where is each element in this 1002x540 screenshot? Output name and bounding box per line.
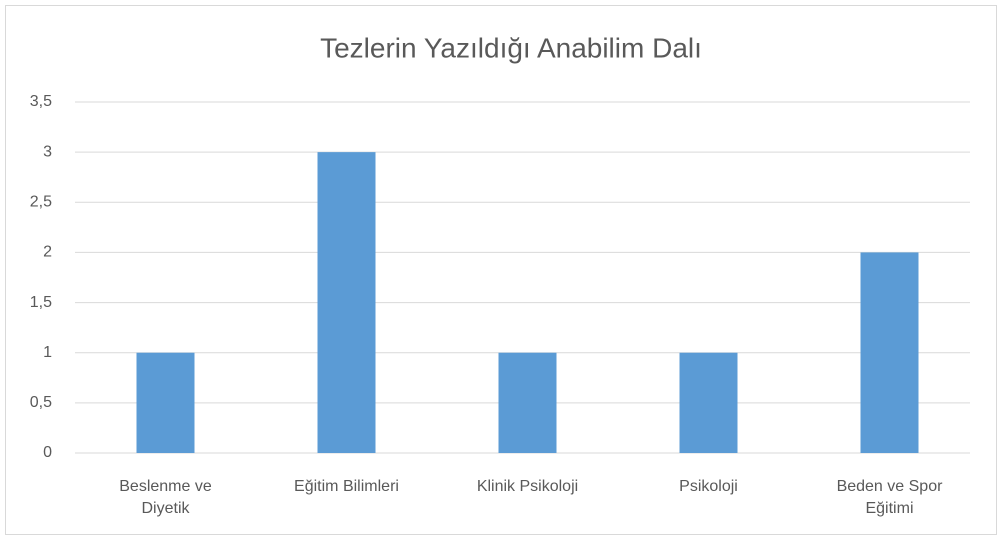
- chart-title: Tezlerin Yazıldığı Anabilim Dalı: [320, 32, 702, 63]
- x-tick-label: Beden ve Spor Eğitimi: [836, 478, 943, 517]
- y-tick-label: 2,5: [30, 194, 52, 211]
- y-tick-label: 1: [43, 344, 52, 361]
- bar: [136, 352, 195, 453]
- x-tick-label: Psikoloji: [679, 478, 738, 495]
- y-tick-label: 1,5: [30, 294, 52, 311]
- y-tick-label: 3: [43, 143, 52, 160]
- x-tick-label: Beslenme ve Diyetik: [119, 478, 212, 517]
- y-tick-label: 3,5: [30, 93, 52, 110]
- bar: [317, 152, 376, 453]
- y-tick-label: 0: [43, 444, 52, 461]
- y-tick-label: 0,5: [30, 394, 52, 411]
- bar: [679, 352, 738, 453]
- x-tick-label: Klinik Psikoloji: [476, 478, 579, 495]
- y-tick-label: 2: [43, 244, 52, 261]
- bar: [860, 252, 919, 453]
- bar: [498, 352, 557, 453]
- x-tick-label: Eğitim Bilimleri: [294, 478, 399, 495]
- chart-border: [5, 5, 997, 535]
